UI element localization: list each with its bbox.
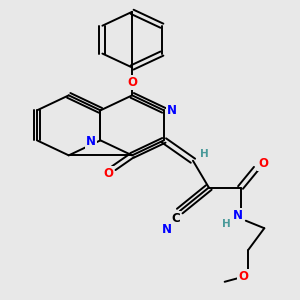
Text: C: C: [171, 212, 180, 225]
Text: O: O: [258, 158, 268, 170]
Text: O: O: [127, 76, 137, 89]
Text: H: H: [200, 149, 209, 159]
Text: N: N: [86, 135, 96, 148]
Text: H: H: [222, 219, 230, 229]
Text: N: N: [167, 104, 177, 117]
Text: N: N: [233, 209, 243, 222]
Text: N: N: [161, 223, 172, 236]
Text: O: O: [103, 167, 113, 180]
Text: O: O: [238, 270, 248, 283]
